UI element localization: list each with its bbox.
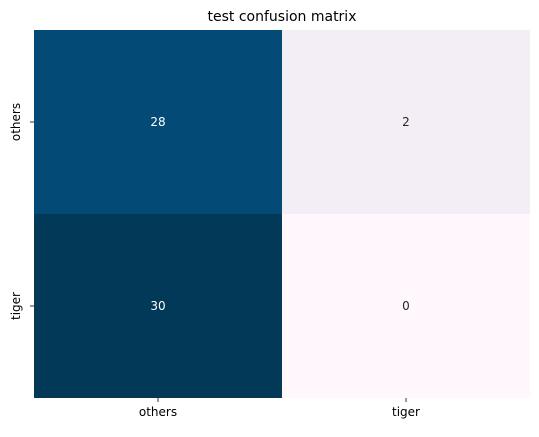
heatmap-cell-tiger-others [34, 214, 282, 398]
cell-value-label: 0 [402, 299, 410, 313]
heatmap-cell-others-tiger [282, 30, 530, 214]
heatmap-cell-others-others [34, 30, 282, 214]
heatmap-cells [34, 30, 530, 398]
y-tick-label: others [9, 103, 23, 141]
x-tick-label: tiger [392, 405, 420, 419]
cell-annotations: 28 2 30 0 [150, 115, 409, 313]
y-tick-label: tiger [9, 292, 23, 320]
chart-title: test confusion matrix [208, 9, 357, 25]
cell-value-label: 30 [150, 299, 165, 313]
x-axis: others tiger [139, 398, 420, 419]
x-tick-label: others [139, 405, 177, 419]
heatmap-cell-tiger-tiger [282, 214, 530, 398]
cell-value-label: 2 [402, 115, 410, 129]
cell-value-label: 28 [150, 115, 165, 129]
y-axis: others tiger [9, 103, 34, 320]
